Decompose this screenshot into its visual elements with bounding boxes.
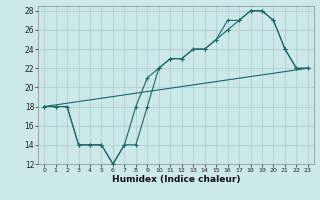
X-axis label: Humidex (Indice chaleur): Humidex (Indice chaleur) (112, 175, 240, 184)
